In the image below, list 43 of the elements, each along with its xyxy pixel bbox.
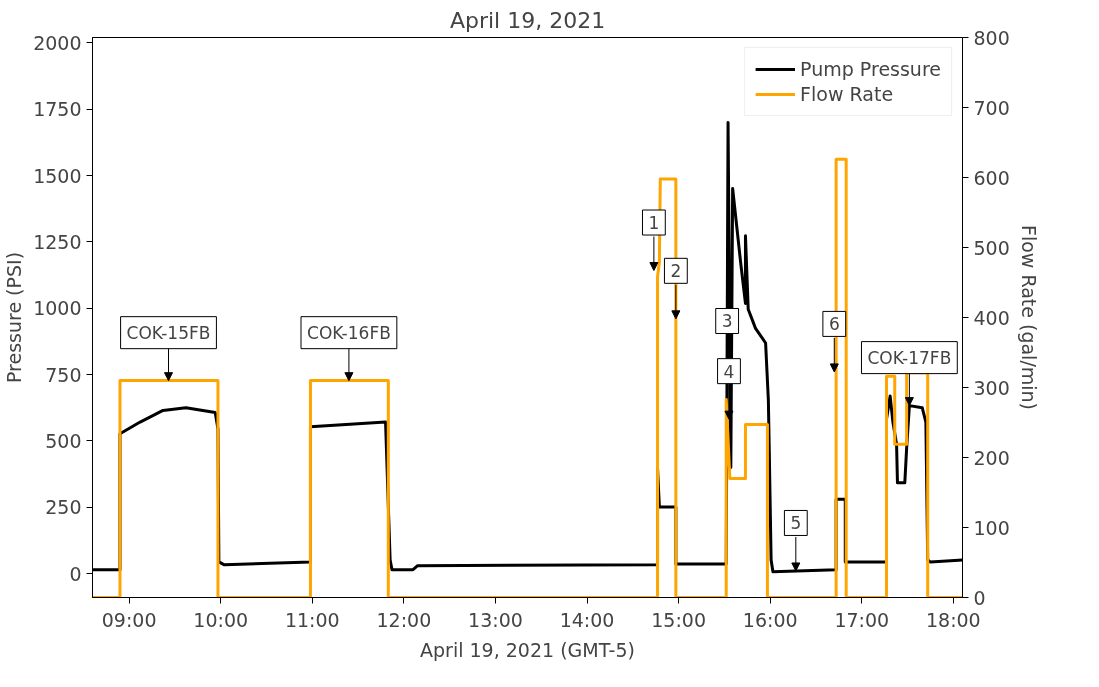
annotation: 5 (790, 513, 802, 534)
x-tick-label: 09:00 (101, 608, 157, 631)
x-tick-label: 17:00 (834, 608, 890, 631)
y2-tick-label: 500 (973, 236, 1010, 259)
x-tick-label: 10:00 (193, 608, 249, 631)
x-tick-label: 15:00 (651, 608, 706, 631)
annotation: 4 (723, 361, 735, 382)
y-tick-label: 1250 (33, 230, 82, 253)
y-tick-label: 750 (45, 363, 82, 386)
x-tick-label: 14:00 (559, 608, 615, 631)
y2-tick-label: 400 (973, 306, 1010, 329)
y-tick-label: 2000 (33, 31, 82, 54)
annotation: 6 (828, 314, 840, 335)
legend-label: Pump Pressure (800, 58, 941, 80)
y2-tick-label: 200 (973, 446, 1010, 469)
x-tick-label: 13:00 (468, 608, 523, 631)
annotation: 1 (648, 213, 660, 234)
legend-label: Flow Rate (800, 83, 894, 105)
y-tick-label: 500 (45, 429, 82, 452)
y-tick-label: 1000 (33, 297, 82, 320)
x-tick-label: 16:00 (742, 608, 798, 631)
annotation: COK-17FB (867, 347, 952, 368)
y2-tick-label: 800 (973, 26, 1010, 49)
y-tick-label: 1750 (33, 98, 82, 121)
y2-tick-label: 100 (973, 516, 1010, 539)
y2-tick-label: 300 (973, 376, 1010, 399)
x-tick-label: 12:00 (376, 608, 432, 631)
annotation: COK-15FB (126, 322, 211, 343)
chart-title: April 19, 2021 (449, 7, 606, 33)
annotation: 3 (721, 311, 733, 332)
y-tick-label: 1500 (33, 164, 82, 187)
y-axis-title: Pressure (PSI) (3, 251, 26, 384)
y-tick-label: 0 (69, 562, 82, 585)
y2-tick-label: 0 (973, 586, 986, 609)
annotation: 2 (670, 261, 682, 282)
y-tick-label: 250 (45, 496, 82, 519)
y2-tick-label: 600 (973, 166, 1010, 189)
x-tick-label: 18:00 (925, 608, 981, 631)
x-tick-label: 11:00 (284, 608, 340, 631)
x-axis-title: April 19, 2021 (GMT-5) (420, 638, 635, 661)
y2-tick-label: 700 (973, 96, 1010, 119)
annotation: COK-16FB (307, 322, 391, 343)
y2-axis-title: Flow Rate (gal/min) (1017, 224, 1040, 411)
